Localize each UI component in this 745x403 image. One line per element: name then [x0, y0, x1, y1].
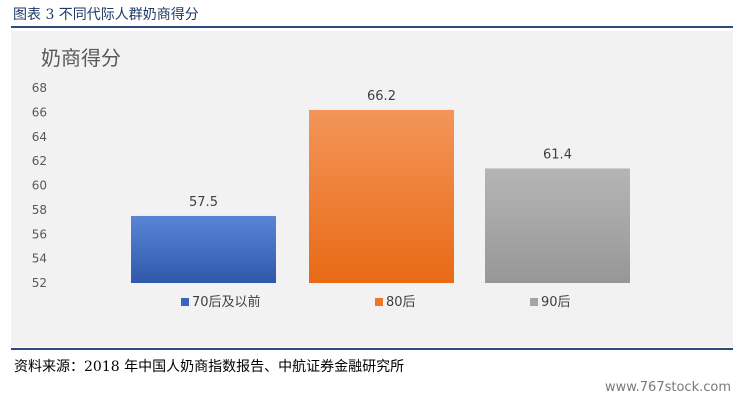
legend-swatch [530, 298, 538, 306]
bar [131, 215, 276, 283]
y-tick-label: 64 [32, 130, 47, 144]
watermark: www.767stock.com [604, 380, 731, 395]
source-divider [11, 348, 733, 350]
bar-value-label: 66.2 [367, 89, 396, 104]
bar [485, 168, 630, 283]
legend-label: 80后 [386, 295, 416, 310]
bars: 57.5 66.2 61.4 [131, 89, 630, 283]
y-tick-label: 68 [32, 81, 47, 95]
y-tick-label: 56 [32, 227, 47, 241]
bar-chart: 奶商得分 52 54 56 58 60 62 64 66 68 57.5 66.2 61.4 70后… [32, 46, 630, 310]
y-tick-label: 58 [32, 203, 47, 217]
y-tick-label: 54 [32, 252, 47, 266]
legend-label: 90后 [541, 295, 571, 310]
legend-swatch [375, 298, 383, 306]
bar-value-label: 61.4 [543, 147, 572, 162]
y-axis: 52 54 56 58 60 62 64 66 68 [32, 81, 47, 290]
caption-divider [11, 26, 733, 28]
legend-label: 70后及以前 [192, 294, 261, 310]
legend: 70后及以前 80后 90后 [181, 294, 571, 310]
chart-title: 奶商得分 [41, 46, 121, 70]
y-tick-label: 60 [32, 179, 47, 193]
bar-value-label: 57.5 [189, 195, 218, 210]
y-tick-label: 52 [32, 276, 47, 290]
chart-area: 奶商得分 52 54 56 58 60 62 64 66 68 57.5 66.2 61.4 70后… [11, 31, 733, 347]
y-tick-label: 62 [32, 154, 47, 168]
source-note: 资料来源：2018 年中国人奶商指数报告、中航证券金融研究所 [14, 359, 405, 375]
legend-swatch [181, 298, 189, 306]
y-tick-label: 66 [32, 105, 47, 119]
figure-caption: 图表 3 不同代际人群奶商得分 [13, 7, 199, 23]
bar [309, 109, 454, 283]
